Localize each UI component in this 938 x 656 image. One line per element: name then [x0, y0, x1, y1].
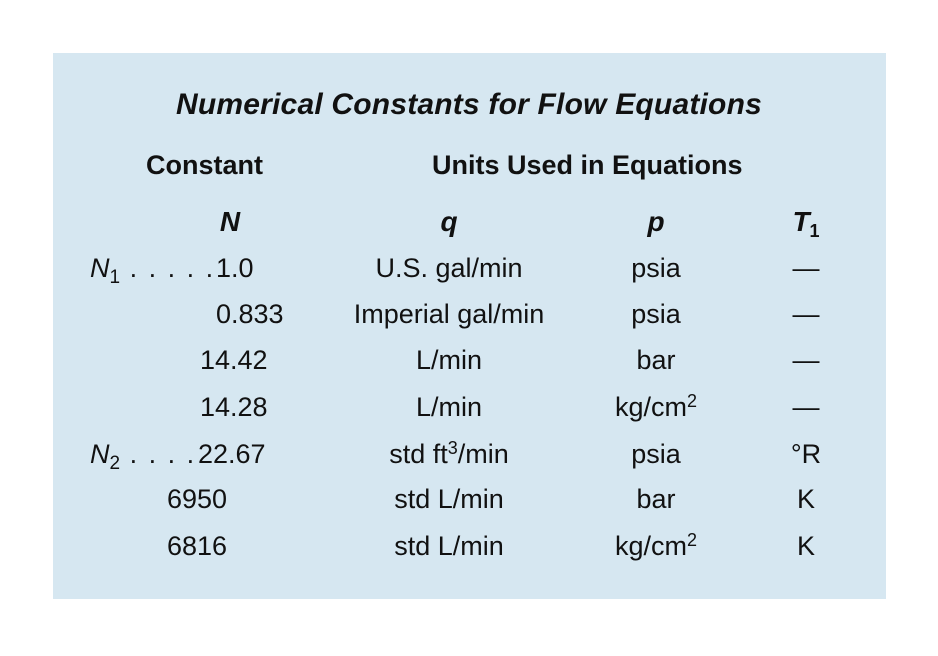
group-label-n1: N1 . . . . .	[90, 253, 215, 289]
row-5-q-base: std ft	[389, 439, 448, 469]
row-2-q: Imperial gal/min	[353, 299, 545, 329]
row-3-n: 14.42	[200, 345, 268, 375]
leader-dots-n2: . . . .	[120, 439, 197, 469]
column-head-p: p	[647, 206, 665, 237]
header-constant: Constant	[146, 150, 263, 180]
row-4-p-base: kg/cm	[614, 392, 687, 422]
group-symbol-n2: N	[90, 439, 110, 469]
table-panel	[53, 53, 886, 599]
group-label-n2: N2 . . . .	[90, 439, 196, 475]
row-3-t: —	[792, 345, 820, 375]
row-2-p: psia	[631, 299, 681, 329]
column-head-t1: T1	[792, 206, 819, 242]
row-5-q-tail: /min	[457, 439, 509, 469]
group-sub-n2: 2	[109, 453, 121, 474]
group-sub-n1: 1	[109, 267, 121, 288]
row-4-t: —	[792, 392, 820, 422]
row-1-t: —	[792, 253, 820, 283]
row-2-t: —	[792, 299, 820, 329]
row-3-p: bar	[636, 345, 676, 375]
column-head-q: q	[440, 206, 458, 237]
row-4-p-sup: 2	[687, 391, 698, 411]
row-1-p: psia	[631, 253, 681, 283]
row-4-q: L/min	[415, 392, 483, 422]
row-6-n: 6950	[166, 484, 228, 514]
row-6-q: std L/min	[394, 484, 504, 514]
table-title: Numerical Constants for Flow Equations	[176, 88, 762, 121]
row-5-n: 22.67	[198, 439, 266, 469]
row-7-p-sup: 2	[687, 530, 698, 550]
row-1-q: U.S. gal/min	[375, 253, 523, 283]
column-head-n: N	[219, 206, 241, 237]
row-5-q: std ft3/min	[389, 439, 509, 470]
row-4-n: 14.28	[200, 392, 268, 422]
column-head-t-base: T	[792, 206, 810, 237]
row-6-p: bar	[636, 484, 676, 514]
column-head-t-sub: 1	[809, 221, 820, 241]
row-7-p-base: kg/cm	[614, 531, 687, 561]
row-5-q-sup: 3	[447, 438, 458, 458]
row-7-p: kg/cm2	[615, 531, 697, 562]
row-2-n: 0.833	[216, 299, 284, 329]
row-5-p: psia	[631, 439, 681, 469]
leader-dots-n1: . . . . .	[120, 253, 216, 283]
row-5-t: °R	[790, 439, 822, 469]
row-4-p: kg/cm2	[615, 392, 697, 423]
row-1-n: 1.0	[216, 253, 254, 283]
group-symbol-n1: N	[90, 253, 110, 283]
row-7-n: 6816	[166, 531, 228, 561]
row-3-q: L/min	[415, 345, 483, 375]
row-7-t: K	[796, 531, 816, 561]
row-7-q: std L/min	[394, 531, 504, 561]
header-units: Units Used in Equations	[432, 150, 743, 180]
row-6-t: K	[796, 484, 816, 514]
